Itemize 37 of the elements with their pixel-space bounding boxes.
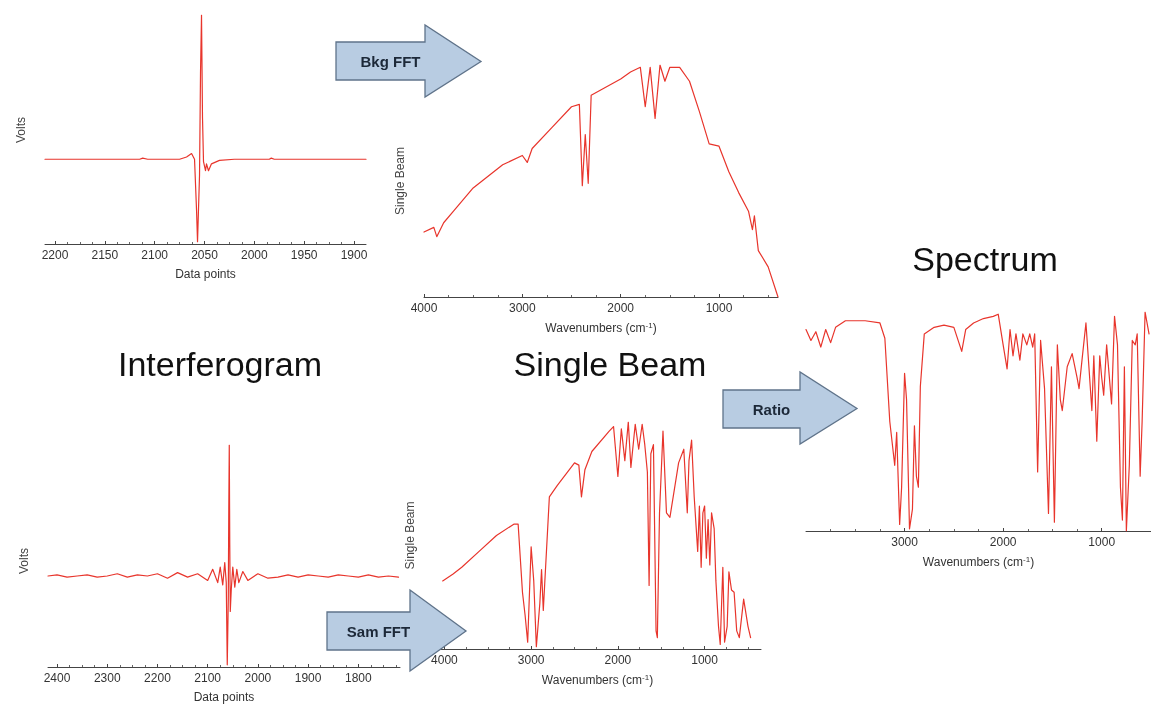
x-tick-label: 1800 [344, 671, 372, 685]
x-tick-label: 1000 [691, 653, 719, 667]
annotation: Bkg FFT [359, 51, 422, 72]
x-tick-label: 1950 [290, 248, 318, 262]
y-axis-title: Volts [17, 547, 31, 575]
annotation: Sam FFT [345, 621, 412, 642]
x-tick-label: 2000 [607, 301, 635, 315]
x-tick-label: 4000 [431, 653, 459, 667]
x-tick-label: 2000 [241, 248, 269, 262]
y-axis-title: Single Beam [393, 146, 407, 216]
x-tick-label: 4000 [410, 301, 438, 315]
x-tick-label: 1900 [294, 671, 322, 685]
x-tick-label: 2200 [144, 671, 172, 685]
x-tick-label: 3000 [891, 535, 919, 549]
text: Ratio [751, 399, 792, 420]
chart-title: Single Beam [512, 345, 708, 384]
x-tick-label: 2100 [141, 248, 169, 262]
x-tick-label: 1000 [705, 301, 733, 315]
x-tick-label: 3000 [508, 301, 536, 315]
x-tick-label: 2300 [93, 671, 121, 685]
chart-title: Spectrum [911, 240, 1059, 279]
y-axis-title: Volts [14, 116, 28, 144]
x-tick-label: 1000 [1088, 535, 1116, 549]
x-tick-label: 2000 [244, 671, 272, 685]
x-tick-label: 2400 [43, 671, 71, 685]
x-tick-label: 3000 [517, 653, 545, 667]
x-tick-label: 2050 [191, 248, 219, 262]
x-axis-title: Data points [175, 267, 236, 281]
chart-title: Interferogram [116, 345, 324, 384]
y-axis-title: Single Beam [403, 501, 417, 570]
x-tick-label: 2000 [604, 653, 632, 667]
x-tick-label: 2200 [41, 248, 69, 262]
x-tick-label: 2000 [989, 535, 1017, 549]
x-axis-title: Data points [193, 690, 255, 704]
x-tick-label: 1900 [340, 248, 368, 262]
x-tick-label: 2150 [91, 248, 119, 262]
x-tick-label: 2100 [194, 671, 222, 685]
